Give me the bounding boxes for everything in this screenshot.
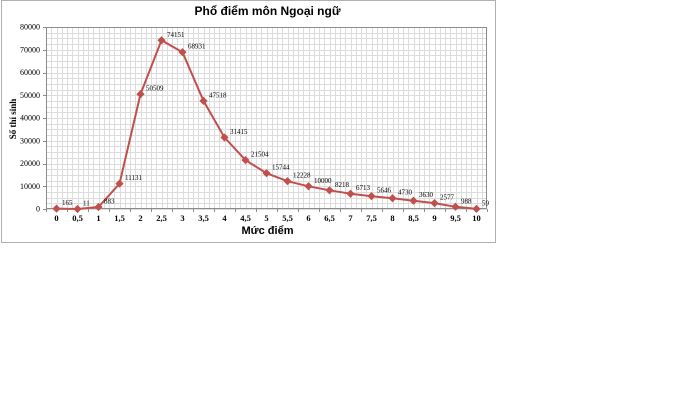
x-tick-label: 8,5 xyxy=(408,213,419,223)
data-label: 15744 xyxy=(272,164,290,172)
x-tick-label: 9,5 xyxy=(450,213,461,223)
y-tick-label: 20000 xyxy=(20,159,40,168)
data-label: 50509 xyxy=(146,85,164,93)
x-tick-label: 8 xyxy=(390,213,394,223)
data-point-marker xyxy=(115,179,124,188)
data-label: 11131 xyxy=(125,174,142,182)
x-tick-label: 6,5 xyxy=(324,213,335,223)
data-point-marker xyxy=(388,194,397,203)
data-label: 59 xyxy=(482,199,490,207)
y-tick-label: 60000 xyxy=(20,68,40,77)
data-point-marker xyxy=(73,204,82,214)
data-label: 6713 xyxy=(356,184,371,192)
y-tick-label: 70000 xyxy=(20,45,40,54)
x-axis-title: Mức điểm xyxy=(241,225,294,237)
data-label: 5646 xyxy=(377,187,392,195)
x-tick-label: 0,5 xyxy=(72,213,83,223)
series-markers xyxy=(52,36,481,214)
chart: Phổ điểm môn Ngoại ngữ Số thí sinh Mức đ… xyxy=(1,0,496,243)
data-label: 74151 xyxy=(167,31,185,39)
x-tick-label: 7 xyxy=(348,213,353,223)
x-tick-label: 4,5 xyxy=(240,213,251,223)
y-axis-tick-labels: 0 10000 20000 30000 40000 50000 60000 70000 8000… xyxy=(20,23,40,214)
data-label: 12228 xyxy=(293,172,311,180)
data-label: 4730 xyxy=(398,189,413,197)
data-point-marker xyxy=(136,89,145,99)
y-axis-title: Số thí sinh xyxy=(8,98,18,140)
data-point-marker xyxy=(262,169,271,178)
x-tick-label: 10 xyxy=(472,213,481,223)
y-tick-label: 40000 xyxy=(20,114,40,123)
data-label: 3630 xyxy=(419,191,434,199)
data-point-marker xyxy=(430,199,439,208)
y-tick-label: 30000 xyxy=(20,136,40,145)
x-tick-label: 2 xyxy=(138,213,142,223)
x-tick-label: 3,5 xyxy=(198,213,209,223)
data-point-marker xyxy=(178,48,187,57)
y-tick-label: 80000 xyxy=(20,23,40,32)
data-point-marker xyxy=(451,202,460,211)
data-point-marker xyxy=(199,96,208,106)
data-point-marker xyxy=(325,186,334,195)
x-tick-label: 9 xyxy=(432,213,436,223)
data-label: 47518 xyxy=(209,91,227,99)
plot-border xyxy=(46,27,487,209)
x-tick-label: 2,5 xyxy=(156,213,167,223)
data-point-marker xyxy=(220,133,229,142)
x-tick-label: 1 xyxy=(96,213,100,223)
data-point-marker xyxy=(52,204,61,213)
data-label: 988 xyxy=(461,197,472,205)
data-label: 11 xyxy=(83,199,90,207)
gridlines xyxy=(46,27,487,210)
data-label: 2577 xyxy=(440,194,455,202)
data-point-marker xyxy=(472,204,481,213)
data-point-marker xyxy=(346,189,355,198)
data-point-marker xyxy=(157,36,166,45)
x-tick-label: 0 xyxy=(54,213,58,223)
x-tick-label: 3 xyxy=(180,213,184,223)
data-label: 883 xyxy=(104,197,115,205)
x-axis-tick-labels: 0 0,5 1 1,5 2 2,5 3 3,5 4 4,5 5 5,5 6 6,5 7 7,5 8 8,5 9 9,5… xyxy=(54,213,480,223)
x-tick-label: 5 xyxy=(264,213,268,223)
y-tick-label: 0 xyxy=(36,205,40,214)
data-label: 31415 xyxy=(230,128,248,136)
data-point-marker xyxy=(367,192,376,201)
data-label: 68931 xyxy=(188,43,206,51)
data-point-marker xyxy=(409,196,418,205)
chart-canvas: 0 10000 20000 30000 40000 50000 60000 70000 8000… xyxy=(20,23,490,224)
data-point-marker xyxy=(283,177,292,186)
x-tick-label: 5,5 xyxy=(282,213,293,223)
chart-title: Phổ điểm môn Ngoại ngữ xyxy=(194,4,341,18)
data-label: 21504 xyxy=(251,151,269,159)
data-point-marker xyxy=(304,182,313,191)
data-label: 10000 xyxy=(314,177,332,185)
y-tick-label: 50000 xyxy=(20,91,40,100)
y-tick-label: 10000 xyxy=(20,182,40,191)
axis-ticks xyxy=(43,27,488,212)
data-point-marker xyxy=(241,155,250,165)
data-label: 8218 xyxy=(335,181,350,189)
data-point-marker xyxy=(94,202,103,212)
data-label: 165 xyxy=(62,199,73,207)
x-tick-label: 1,5 xyxy=(114,213,125,223)
x-tick-label: 7,5 xyxy=(366,213,377,223)
x-tick-label: 6 xyxy=(306,213,310,223)
x-tick-label: 4 xyxy=(222,213,227,223)
